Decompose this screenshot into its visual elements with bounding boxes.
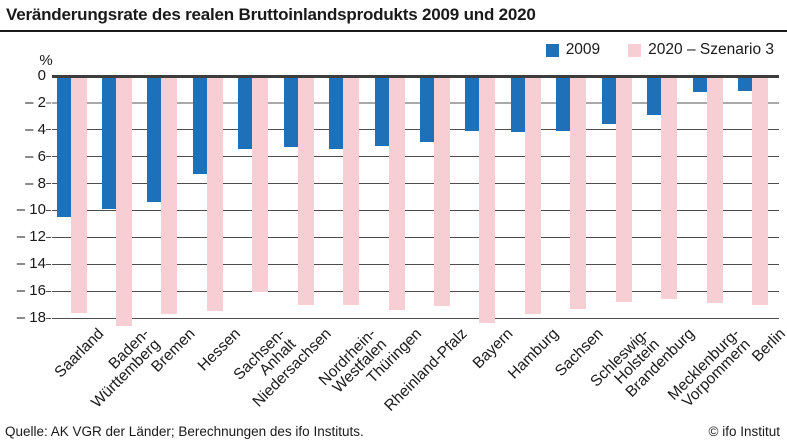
bar-2009-mecklenburg-vorpommern <box>692 76 707 93</box>
page-title: Veränderungsrate des realen Bruttoinland… <box>6 5 536 24</box>
bar-2020-hamburg <box>524 76 541 314</box>
category-label-bayern: Bayern <box>469 325 517 373</box>
y-tick-label-14: – 14 <box>16 255 46 273</box>
gridline-12 <box>52 236 779 238</box>
bar-2009-rheinland-pfalz <box>420 76 434 142</box>
bar-2009-berlin <box>738 76 753 91</box>
gridline-4 <box>52 129 779 131</box>
bar-2009-hamburg <box>510 76 525 133</box>
y-tick-label-2: – 2 <box>25 93 46 111</box>
y-tick-mark-8 <box>46 183 51 185</box>
copyright-note: © ifo Institut <box>708 424 780 439</box>
y-tick-label-8: – 8 <box>25 174 46 192</box>
y-tick-label-12: – 12 <box>16 228 46 246</box>
y-tick-label-18: – 18 <box>16 309 46 326</box>
gridline-6 <box>52 156 779 158</box>
y-tick-label-0: 0 <box>37 67 46 84</box>
legend-item-2020: 2020 – Szenario 3 <box>628 41 774 59</box>
bar-2020-baden-w-rttemberg <box>115 76 132 327</box>
legend-label-2020: 2020 – Szenario 3 <box>648 41 774 58</box>
source-note: Quelle: AK VGR der Länder; Berechnungen … <box>5 424 364 439</box>
bar-2020-bremen <box>161 76 178 314</box>
bar-2009-baden-w-rttemberg <box>101 76 116 210</box>
legend-swatch-2009 <box>545 43 559 57</box>
bar-2020-berlin <box>752 76 769 305</box>
gridline-10 <box>52 209 779 211</box>
bar-2020-schleswig-holstein <box>615 76 632 302</box>
y-axis-unit-label: % <box>39 52 53 69</box>
category-label-berlin: Berlin <box>748 325 787 366</box>
gridline-18 <box>52 317 779 319</box>
bar-2009-sachsen-anhalt <box>238 76 253 149</box>
bar-2009-niedersachsen <box>283 76 298 148</box>
y-tick-mark-4 <box>46 129 51 131</box>
bar-2009-sachsen <box>556 76 571 132</box>
bar-2009-brandenburg <box>647 76 662 115</box>
y-tick-label-6: – 6 <box>25 147 46 165</box>
bar-2020-rheinland-pfalz <box>434 76 450 306</box>
y-tick-mark-12 <box>46 236 51 238</box>
bar-2009-hessen <box>192 76 207 175</box>
bar-2009-saarland <box>56 76 71 218</box>
gridline-8 <box>52 183 779 185</box>
zero-axis-line <box>52 74 779 78</box>
title-rule <box>0 30 787 32</box>
bar-2020-sachsen-anhalt <box>252 76 269 293</box>
bar-2009-nordrhein-westfalen <box>329 76 344 149</box>
bar-2020-sachsen <box>570 76 587 309</box>
legend-label-2009: 2009 <box>565 41 601 58</box>
y-tick-mark-10 <box>46 209 51 211</box>
bar-2009-bremen <box>147 76 162 203</box>
y-tick-label-16: – 16 <box>16 282 46 300</box>
bar-2020-brandenburg <box>661 76 678 300</box>
bar-2009-schleswig-holstein <box>601 76 616 125</box>
bar-2020-nordrhein-westfalen <box>343 76 360 305</box>
y-tick-label-10: – 10 <box>16 201 46 219</box>
bar-2020-mecklenburg-vorpommern <box>706 76 723 304</box>
y-tick-mark-18 <box>46 317 51 319</box>
bar-2009-th-ringen <box>374 76 389 146</box>
bar-2020-bayern <box>479 76 496 324</box>
legend-item-2009: 2009 <box>545 41 601 59</box>
y-tick-mark-6 <box>46 156 51 158</box>
bar-2009-bayern <box>465 76 480 132</box>
y-tick-mark-14 <box>46 263 51 265</box>
category-label-rheinland-pfalz: Rheinland-Pfalz <box>381 325 471 415</box>
bar-2020-saarland <box>70 76 87 313</box>
y-tick-label-4: – 4 <box>25 120 46 138</box>
gridline-2 <box>52 101 779 104</box>
legend-swatch-2020 <box>628 43 642 57</box>
y-tick-mark-16 <box>46 290 51 292</box>
bar-2020-niedersachsen <box>297 76 314 305</box>
y-tick-mark-2 <box>46 101 51 104</box>
legend: 2009 2020 – Szenario 3 <box>545 41 774 59</box>
gridline-14 <box>52 263 779 265</box>
gridline-16 <box>52 290 779 292</box>
bar-2020-hessen <box>206 76 223 312</box>
bar-2020-th-ringen <box>388 76 405 310</box>
